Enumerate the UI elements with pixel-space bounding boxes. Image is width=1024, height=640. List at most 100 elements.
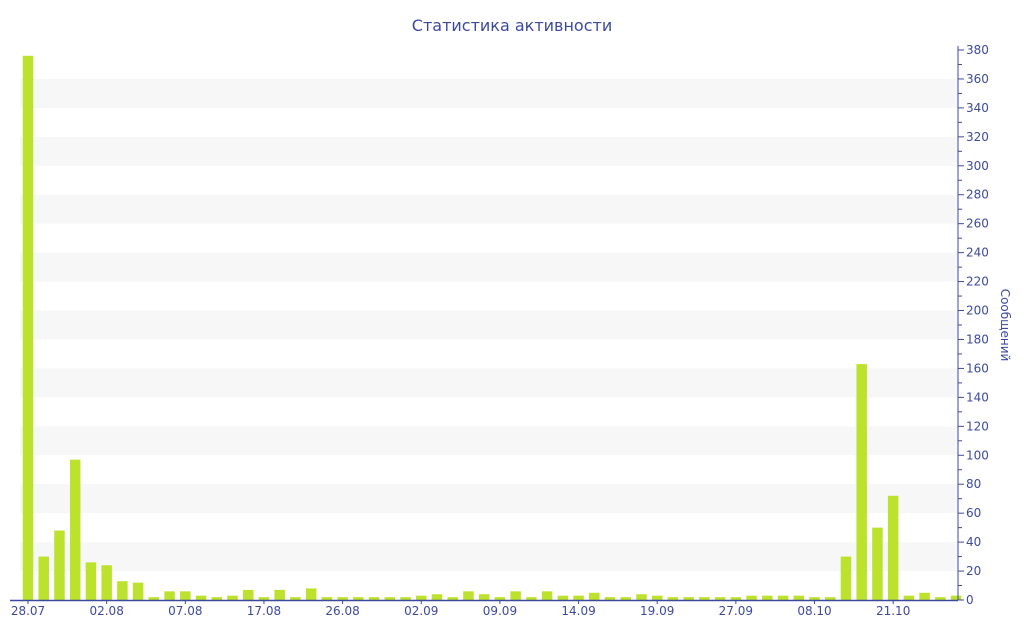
bar (541, 591, 553, 600)
y-tick-label: 40 (966, 535, 981, 549)
grid-band (20, 310, 958, 340)
grid-band (20, 136, 958, 166)
bar (164, 591, 175, 600)
bar (274, 589, 285, 600)
x-tick-label: 09.09 (483, 604, 517, 618)
bar (809, 597, 820, 600)
bar (384, 597, 396, 600)
y-tick-label: 280 (966, 188, 989, 202)
bar (856, 364, 867, 600)
grid-band (20, 78, 958, 108)
bar (38, 556, 49, 600)
bar (526, 597, 537, 600)
bar (54, 530, 65, 600)
bar (793, 595, 805, 600)
bar (494, 597, 506, 600)
bar (683, 597, 694, 600)
y-tick-label: 240 (966, 246, 989, 260)
x-tick-label: 21.10 (876, 604, 910, 618)
x-tick-label: 27.09 (719, 604, 753, 618)
bar (573, 595, 584, 600)
grid-band (20, 368, 958, 398)
y-tick-label: 60 (966, 506, 981, 520)
bar (22, 55, 34, 600)
chart-title: Статистика активности (412, 16, 612, 35)
y-tick-label: 80 (966, 477, 981, 491)
y-tick-label: 100 (966, 448, 989, 462)
y-axis-label: Сообщений (998, 289, 1012, 362)
bar (651, 595, 663, 600)
x-tick-label: 19.09 (640, 604, 674, 618)
y-tick-label: 360 (966, 72, 989, 86)
y-tick-label: 380 (966, 43, 989, 57)
y-tick-label: 160 (966, 361, 989, 375)
bar (667, 597, 679, 600)
y-tick-label: 260 (966, 217, 989, 231)
bar (636, 594, 647, 600)
bar (447, 597, 458, 600)
grid-band (20, 484, 958, 514)
y-tick-label: 120 (966, 419, 989, 433)
y-tick-label: 140 (966, 390, 989, 404)
bar (935, 597, 946, 600)
y-tick-label: 220 (966, 275, 989, 289)
bar (180, 591, 191, 600)
bar (337, 597, 348, 600)
bar (730, 597, 742, 600)
bar (824, 597, 836, 600)
bar (950, 595, 962, 600)
bar (148, 597, 160, 600)
bar (368, 597, 380, 600)
bar (258, 597, 270, 600)
bar (604, 597, 616, 600)
bar (699, 597, 710, 600)
grid-bands (20, 78, 958, 572)
bar (478, 594, 490, 600)
bar (117, 581, 128, 600)
x-tick-label: 07.08 (168, 604, 202, 618)
bar (353, 597, 364, 600)
bar (321, 597, 333, 600)
bar (132, 582, 144, 600)
bar (746, 595, 757, 600)
bar (620, 597, 631, 600)
x-tick-label: 02.08 (89, 604, 123, 618)
bar (840, 556, 852, 600)
x-tick-label: 26.08 (325, 604, 359, 618)
y-tick-label: 300 (966, 159, 989, 173)
bar (714, 597, 726, 600)
bar (416, 595, 427, 600)
y-tick-label: 180 (966, 332, 989, 346)
bar (227, 595, 238, 600)
bar (431, 594, 443, 600)
x-tick-label: 28.07 (11, 604, 45, 618)
bar (69, 459, 81, 600)
grid-band (20, 426, 958, 456)
bar (919, 592, 930, 600)
bar (872, 527, 883, 600)
bar (242, 589, 254, 600)
y-tick-label: 20 (966, 564, 981, 578)
x-tick-label: 17.08 (247, 604, 281, 618)
bar (762, 595, 773, 600)
bar (211, 597, 223, 600)
grid-band (20, 194, 958, 224)
x-tick-label: 08.10 (797, 604, 831, 618)
bar (195, 595, 207, 600)
y-tick-label: 200 (966, 304, 989, 318)
bar (903, 595, 915, 600)
bar (510, 591, 521, 600)
bar (463, 591, 474, 600)
bar (290, 597, 301, 600)
y-tick-label: 340 (966, 101, 989, 115)
bar (777, 595, 789, 600)
bar (887, 495, 899, 600)
bar (557, 595, 569, 600)
bar (400, 597, 411, 600)
y-axis: 0 20 40 60 80 100 120 140 160 180 200 220 240 260 280 3… (957, 43, 989, 607)
bars (22, 55, 962, 600)
x-tick-label: 02.09 (404, 604, 438, 618)
y-tick-label: 320 (966, 130, 989, 144)
grid-band (20, 542, 958, 572)
